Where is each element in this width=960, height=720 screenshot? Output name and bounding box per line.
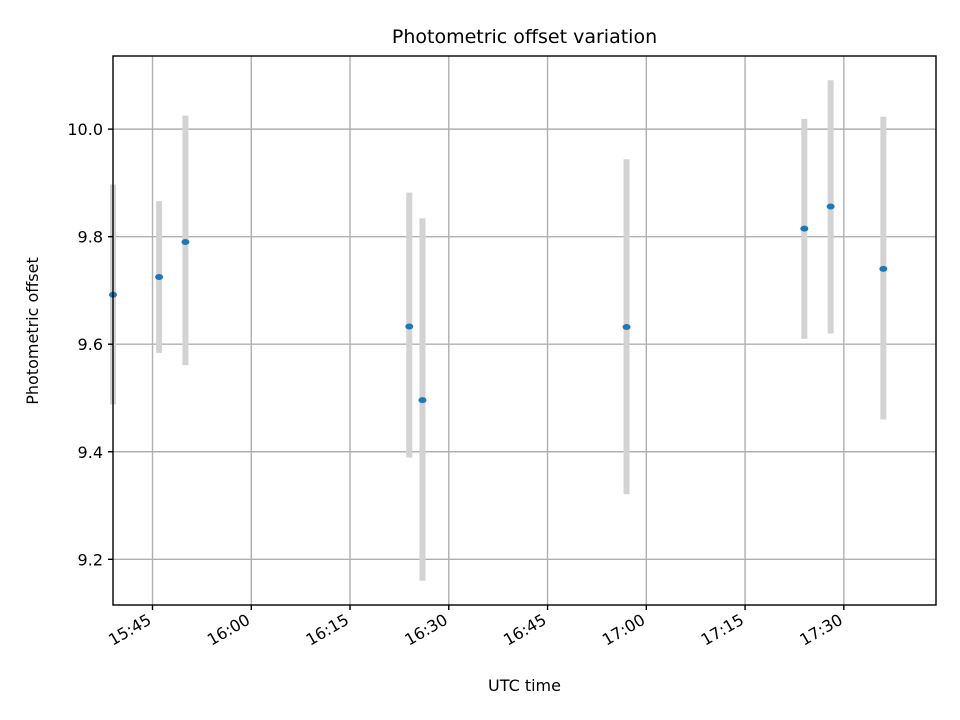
data-point	[155, 273, 164, 280]
plot-frame	[112, 55, 937, 606]
data-point	[879, 265, 888, 272]
x-tick-label: 16:45	[500, 610, 549, 650]
data-point	[181, 239, 190, 246]
data-point	[826, 203, 835, 210]
y-tick-label: 10.0	[67, 120, 103, 139]
point-layer	[109, 203, 888, 404]
data-point	[418, 397, 427, 404]
grid-layer	[113, 56, 936, 605]
y-tick-label: 9.6	[78, 335, 103, 354]
y-tick-label: 9.4	[78, 443, 103, 462]
x-tick-label: 17:15	[698, 610, 747, 650]
x-axis-label: UTC time	[488, 676, 561, 695]
x-tick-label: 16:30	[401, 610, 450, 650]
data-point	[405, 323, 414, 330]
x-tick-label: 15:45	[105, 610, 154, 650]
y-tick-label: 9.8	[78, 228, 103, 247]
errorbar-layer	[110, 80, 887, 581]
y-axis-label: Photometric offset	[23, 257, 42, 405]
y-tick-label: 9.2	[78, 550, 103, 569]
x-tick-label: 17:30	[796, 610, 845, 650]
x-tick-label: 16:15	[303, 610, 352, 650]
chart-title: Photometric offset variation	[392, 26, 657, 48]
x-tick-label: 16:00	[204, 610, 253, 650]
data-point	[622, 324, 631, 331]
data-point	[800, 225, 809, 232]
x-tick-label: 17:00	[599, 610, 648, 650]
